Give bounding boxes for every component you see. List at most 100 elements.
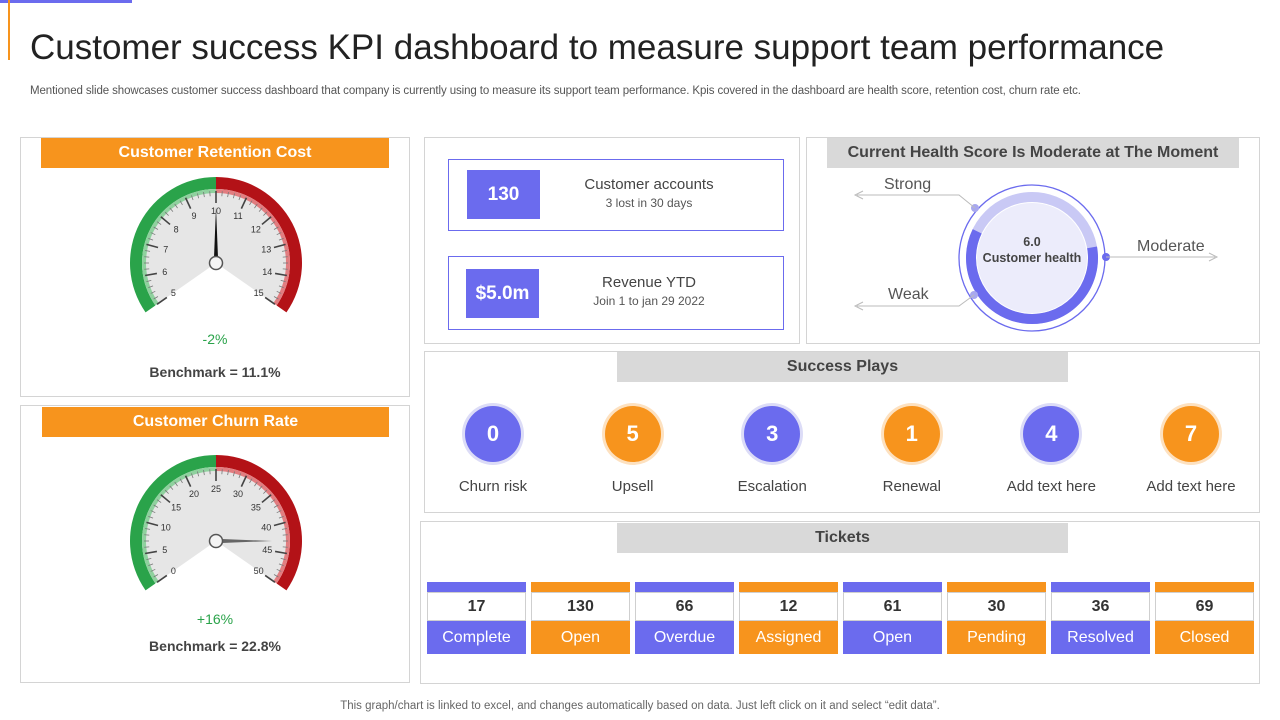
tickets-title: Tickets (617, 523, 1068, 553)
retention-cost-gauge: 56789101112131415 (130, 177, 302, 313)
churn-gauge-tick-label: 45 (262, 545, 272, 555)
churn-gauge-tick-label: 15 (171, 503, 181, 513)
churn-gauge-minor-tick (156, 499, 162, 503)
health-weak-connector (857, 294, 975, 307)
ticket-card[interactable]: 12 Assigned (739, 582, 838, 654)
health-inner-face (977, 203, 1087, 313)
retention-gauge-minor-tick (190, 195, 194, 201)
ticket-card[interactable]: 36 Resolved (1051, 582, 1150, 654)
churn-gauge-minor-tick (238, 473, 242, 479)
churn-gauge-tick (160, 494, 171, 504)
success-play-item[interactable]: 1 Renewal (852, 404, 972, 500)
ticket-color-bar (531, 582, 630, 592)
retention-gauge-tick-label: 13 (261, 245, 271, 255)
churn-gauge-tick-label: 35 (251, 503, 261, 513)
health-strong-arrow (853, 190, 864, 200)
retention-gauge-tick (273, 243, 286, 249)
ticket-card[interactable]: 61 Open (843, 582, 942, 654)
ticket-count: 61 (843, 592, 942, 621)
ticket-card[interactable]: 30 Pending (947, 582, 1046, 654)
retention-gauge-tick (184, 197, 192, 209)
kpi-summary-panel: 130 Customer accounts 3 lost in 30 days … (424, 137, 800, 344)
customer-accounts-sub: 3 lost in 30 days (605, 196, 693, 210)
revenue-ytd-sub: Join 1 to jan 29 2022 (593, 294, 705, 308)
retention-gauge-hub (208, 255, 224, 271)
ticket-card[interactable]: 130 Open (531, 582, 630, 654)
churn-gauge-tick-label: 10 (161, 523, 171, 533)
retention-gauge-minor-tick (227, 192, 229, 198)
retention-gauge-tick-label: 11 (233, 211, 242, 221)
churn-gauge-minor-tick (276, 568, 282, 572)
ticket-count: 66 (635, 592, 734, 621)
churn-gauge-face (144, 469, 288, 583)
churn-gauge-minor-tick (203, 470, 205, 476)
churn-gauge-needle (216, 538, 272, 544)
retention-cost-benchmark: Benchmark = 11.1% (149, 364, 281, 380)
churn-gauge-tick (184, 475, 192, 487)
retention-gauge-minor-tick (150, 232, 156, 236)
retention-gauge-minor-tick (273, 296, 279, 300)
churn-gauge-minor-tick (153, 504, 159, 508)
churn-gauge-tick-label: 5 (162, 545, 167, 555)
retention-gauge-minor-tick (254, 203, 258, 209)
success-play-item[interactable]: 3 Escalation (712, 404, 832, 500)
success-play-item[interactable]: 5 Upsell (573, 404, 693, 500)
ticket-count: 12 (739, 592, 838, 621)
success-play-item[interactable]: 0 Churn risk (433, 404, 553, 500)
success-play-count: 7 (1163, 406, 1219, 462)
retention-gauge-minor-tick (238, 195, 242, 201)
revenue-ytd-label: Revenue YTD (602, 274, 696, 291)
customer-accounts-label: Customer accounts (584, 176, 714, 193)
retention-gauge-minor-tick (156, 221, 162, 225)
churn-gauge-tick-label: 25 (211, 484, 221, 494)
churn-gauge-minor-tick (276, 510, 282, 514)
revenue-ytd-value: $5.0m (466, 269, 539, 318)
ticket-card[interactable]: 69 Closed (1155, 582, 1254, 654)
retention-gauge-minor-tick (164, 211, 169, 216)
churn-rate-change: +16% (196, 611, 234, 627)
success-play-item[interactable]: 7 Add text here (1131, 404, 1251, 500)
churn-rate-benchmark: Benchmark = 22.8% (149, 638, 281, 654)
churn-gauge-minor-tick (148, 515, 154, 519)
customer-accounts-card[interactable]: 130 Customer accounts 3 lost in 30 days (448, 159, 784, 231)
ticket-status-label: Open (531, 621, 630, 654)
health-score-panel[interactable]: Current Health Score Is Moderate at The … (806, 137, 1260, 344)
churn-gauge-green-inner (141, 467, 216, 584)
retention-gauge-green-band (130, 177, 216, 313)
ticket-card[interactable]: 66 Overdue (635, 582, 734, 654)
churn-gauge-minor-tick (249, 478, 253, 484)
retention-gauge-tick-label: 9 (192, 211, 197, 221)
retention-gauge-minor-tick (148, 237, 154, 241)
retention-cost-change: -2% (202, 331, 228, 347)
ticket-status-label: Assigned (739, 621, 838, 654)
ticket-count: 69 (1155, 592, 1254, 621)
retention-gauge-minor-tick (276, 232, 282, 236)
churn-gauge-minor-tick (146, 557, 152, 561)
ticket-status-label: Overdue (635, 621, 734, 654)
health-score-ring (853, 184, 1219, 332)
churn-gauge-minor-tick (164, 489, 169, 494)
retention-gauge-tick-label: 14 (262, 267, 272, 277)
churn-gauge-minor-tick (281, 528, 287, 530)
success-play-item[interactable]: 4 Add text here (991, 404, 1111, 500)
retention-gauge-minor-tick (280, 279, 286, 283)
ticket-card[interactable]: 17 Complete (427, 582, 526, 654)
churn-gauge-red-inner (216, 467, 290, 584)
churn-gauge-minor-tick (169, 485, 174, 490)
revenue-ytd-card[interactable]: $5.0m Revenue YTD Join 1 to jan 29 2022 (448, 256, 784, 330)
churn-gauge-minor-tick (278, 563, 284, 567)
churn-gauge-minor-tick (280, 557, 286, 561)
retention-cost-panel[interactable]: Customer Retention Cost 5678910111213141… (20, 137, 410, 397)
churn-gauge-minor-tick (190, 473, 194, 479)
health-score-arc (966, 229, 1098, 324)
retention-gauge-minor-tick (153, 296, 159, 300)
churn-gauge-minor-tick (273, 574, 279, 578)
success-play-label: Escalation (737, 478, 807, 495)
retention-gauge-minor-tick (276, 290, 282, 294)
left-accent-bar (8, 0, 10, 60)
tickets-panel: Tickets 17 Complete 130 Open 66 Overdue 12 Assi… (420, 521, 1260, 684)
churn-gauge-tick (146, 521, 159, 527)
retention-gauge-minor-tick (278, 237, 284, 241)
churn-rate-panel[interactable]: Customer Churn Rate 0 5 10 15 20 25 30 35 40 45 50… (20, 405, 410, 683)
ticket-color-bar (427, 582, 526, 592)
